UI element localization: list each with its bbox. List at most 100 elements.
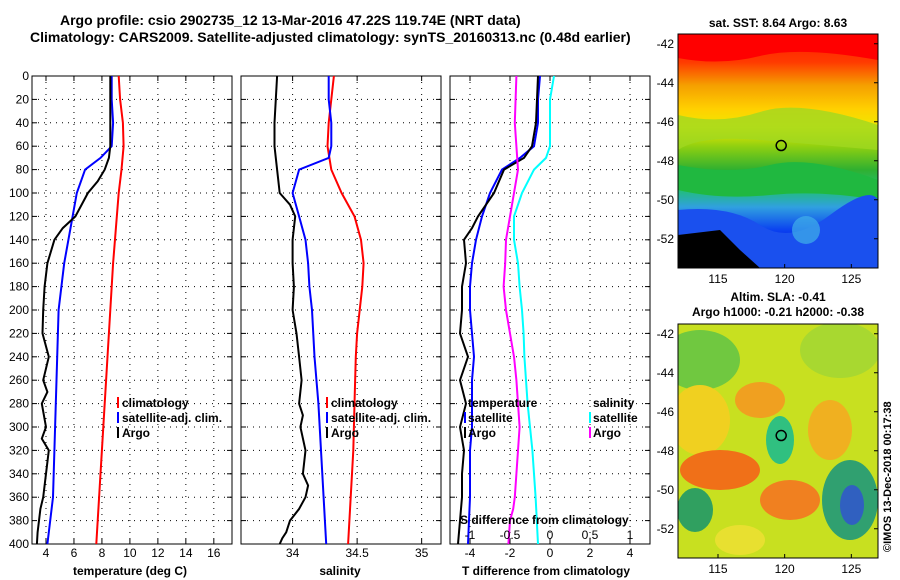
sla-patch — [715, 525, 765, 555]
sst-frontal-band — [678, 107, 878, 150]
x2-tick-label: -1 — [465, 528, 476, 542]
map-y-tick-label: -46 — [657, 115, 675, 129]
salinity-difference-xlabel: S difference from climatology — [460, 513, 629, 527]
map-y-tick-label: -50 — [657, 483, 675, 497]
series-satellite-adj-clim- — [46, 76, 115, 545]
y-tick-label: 160 — [9, 256, 29, 270]
x-tick-label: 8 — [99, 546, 106, 560]
sla-map-subtitle: Argo h1000: -0.21 h2000: -0.38 — [692, 305, 864, 319]
x-tick-label: 35 — [415, 546, 429, 560]
map-x-tick-label: 120 — [775, 272, 795, 286]
sla-axes: 115 120 125 -42 -44 -46 -48 -50 -52 — [657, 327, 878, 576]
y-tick-label: 300 — [9, 420, 29, 434]
legend-label: satellite-adj. clim. — [122, 411, 222, 425]
map-x-tick-label: 120 — [775, 562, 795, 576]
map-y-tick-label: -52 — [657, 522, 675, 536]
x-tick-label: 10 — [123, 546, 137, 560]
sst-map-frame — [677, 33, 879, 269]
x-tick-label: -4 — [465, 546, 476, 560]
map-y-tick-label: -42 — [657, 327, 675, 341]
y-tick-label: 0 — [22, 69, 29, 83]
sla-patch — [808, 400, 852, 460]
difference-xlabel: T difference from climatology — [462, 564, 630, 578]
y-tick-label: 380 — [9, 514, 29, 528]
temperature-xlabel: temperature (deg C) — [73, 564, 187, 578]
y-tick-label: 20 — [16, 92, 30, 106]
sst-heatmap — [678, 34, 878, 268]
map-x-tick-label: 125 — [841, 562, 861, 576]
map-y-tick-label: -44 — [657, 366, 675, 380]
sla-patch — [735, 382, 785, 418]
imos-credit: ©IMOS 13-Dec-2018 00:17:38 — [882, 401, 894, 552]
sst-land-mask — [678, 230, 760, 268]
legend-label: temperature — [468, 396, 538, 410]
sla-map-title: Altim. SLA: -0.41 — [730, 290, 826, 304]
x2-tick-label: 0 — [547, 528, 554, 542]
map-y-tick-label: -44 — [657, 76, 675, 90]
x-tick-label: 34.5 — [345, 546, 369, 560]
y-tick-label: 360 — [9, 490, 29, 504]
series-salinity-argo — [502, 75, 521, 545]
x-tick-label: 6 — [71, 546, 78, 560]
y-tick-label: 400 — [9, 537, 29, 551]
map-y-tick-label: -50 — [657, 193, 675, 207]
sla-patch — [678, 330, 740, 390]
sla-patch — [680, 450, 760, 490]
y-tick-label: 280 — [9, 397, 29, 411]
y-tick-label: 80 — [16, 163, 30, 177]
map-x-tick-label: 125 — [841, 272, 861, 286]
series-argo — [273, 75, 310, 545]
map-y-tick-label: -46 — [657, 405, 675, 419]
sla-patch — [760, 480, 820, 520]
legend-label: satellite — [593, 411, 638, 425]
x-tick-label: 4 — [627, 546, 634, 560]
title-line-2: Climatology: CARS2009. Satellite-adjuste… — [30, 29, 631, 45]
y-tick-label: 120 — [9, 209, 29, 223]
map-y-tick-label: -52 — [657, 232, 675, 246]
y-tick-label: 340 — [9, 467, 29, 481]
temperature-panel: 4 6 8 10 12 14 1602040608010012014016018020022… — [9, 69, 233, 560]
x-tick-label: 14 — [179, 546, 193, 560]
map-x-tick-label: 115 — [708, 562, 727, 576]
legend-label: Argo — [331, 426, 359, 440]
y-tick-label: 60 — [16, 139, 30, 153]
legend-label: satellite — [468, 411, 513, 425]
series-climatology — [326, 75, 365, 545]
y-tick-label: 240 — [9, 350, 29, 364]
sla-patch — [678, 488, 713, 532]
salinity-xlabel: salinity — [319, 564, 361, 578]
map-x-tick-label: 115 — [708, 272, 727, 286]
sst-mid-band — [678, 162, 878, 200]
legend-label: climatology — [122, 396, 189, 410]
x-tick-label: 16 — [207, 546, 221, 560]
sst-warm-region — [678, 34, 878, 62]
map-y-tick-label: -48 — [657, 154, 675, 168]
x-tick-label: 4 — [43, 546, 50, 560]
y-tick-label: 200 — [9, 303, 29, 317]
sla-map-frame — [677, 323, 879, 559]
map-y-tick-label: -42 — [657, 37, 675, 51]
x-tick-label: 2 — [587, 546, 594, 560]
sla-patch — [678, 385, 730, 455]
y-tick-label: 220 — [9, 326, 29, 340]
map-y-tick-label: -48 — [657, 444, 675, 458]
x-tick-label: 12 — [151, 546, 165, 560]
x2-tick-label: 0.5 — [582, 528, 599, 542]
sst-axes: 115 120 125 -42 -44 -46 -48 -50 -52 — [657, 37, 878, 286]
legend-label: climatology — [331, 396, 398, 410]
legend-label: Argo — [468, 426, 496, 440]
legend-label: salinity — [593, 396, 635, 410]
x-tick-label: 34 — [286, 546, 300, 560]
difference-panel: -4 -2 0 2 4temperaturesatelliteArgosalinitys… — [449, 75, 651, 560]
legend-label: satellite-adj. clim. — [331, 411, 431, 425]
sla-argo-marker — [775, 429, 787, 442]
y-tick-label: 100 — [9, 186, 29, 200]
series-salinity-satellite — [513, 75, 555, 545]
sst-eddy — [792, 216, 820, 244]
y-tick-label: 260 — [9, 373, 29, 387]
y-tick-label: 320 — [9, 443, 29, 457]
y-tick-label: 140 — [9, 233, 29, 247]
x-tick-label: 0 — [547, 546, 554, 560]
sst-map-title: sat. SST: 8.64 Argo: 8.63 — [709, 16, 848, 30]
